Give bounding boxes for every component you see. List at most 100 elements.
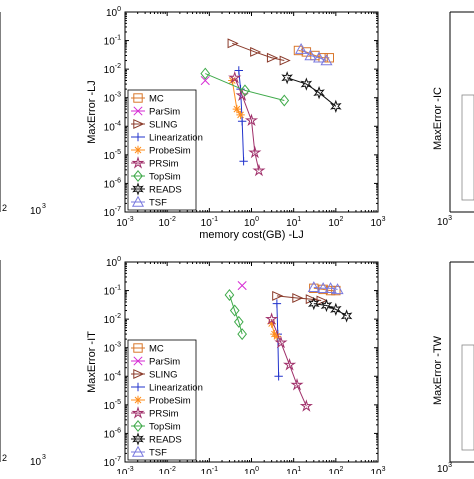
- data-point: [279, 94, 290, 107]
- legend-entry-tsf: TSF: [131, 445, 167, 459]
- data-point: [200, 67, 211, 80]
- data-point: [317, 282, 330, 294]
- legend-entry-probesim: ProbeSim: [131, 396, 191, 407]
- data-point: [233, 315, 244, 328]
- data-point: [229, 304, 240, 317]
- legend-marker: [132, 182, 144, 196]
- data-point: [234, 66, 244, 75]
- series-tsf: [307, 281, 344, 295]
- y-tick-label: 10-6: [104, 177, 121, 190]
- legend-marker: [133, 369, 145, 379]
- y-tick-label: 100: [106, 256, 121, 269]
- left-panel-fragment-bottom: 2: [0, 260, 7, 463]
- x-tick-label: 10-3: [116, 466, 133, 474]
- series-sling: [227, 38, 291, 66]
- x-tick-label: 101: [286, 466, 301, 474]
- legend-marker: [133, 132, 143, 142]
- legend-marker: [133, 106, 143, 116]
- data-point: [320, 54, 333, 66]
- data-point: [236, 110, 245, 120]
- series-line: [228, 294, 243, 335]
- right-fragment-ylabel-top: MaxError -IC: [432, 87, 444, 150]
- x-tick-label: 102: [328, 466, 343, 474]
- legend-marker: [133, 119, 145, 129]
- data-point: [331, 283, 344, 295]
- data-point: [290, 377, 304, 391]
- legend-label: PRSim: [149, 409, 179, 420]
- y-axis-label: MaxError -LJ: [86, 80, 98, 144]
- y-tick-label: 10-6: [104, 427, 121, 440]
- legend-label: PRSim: [149, 159, 179, 170]
- legend-label: MC: [149, 94, 164, 105]
- series-line: [238, 70, 245, 162]
- x-tick-label: 100: [244, 466, 259, 474]
- data-point: [272, 290, 284, 301]
- legend-label: SLING: [149, 120, 178, 131]
- series-line: [234, 77, 260, 171]
- right-panel-fragment-top: MaxError -IC: [432, 11, 474, 213]
- x-tick-label: 10-1: [201, 216, 218, 229]
- data-point: [307, 281, 320, 293]
- series-line: [205, 73, 285, 101]
- data-point: [232, 104, 242, 114]
- data-point: [304, 49, 317, 61]
- legend: MC ParSim SLING Linearization ProbeSim PRSim T…: [127, 339, 203, 461]
- legend-entry-linearization: Linearization: [131, 133, 203, 144]
- data-point: [281, 71, 293, 85]
- right-fragment-ylabel-bottom: MaxError -TW: [432, 335, 444, 405]
- left-fragment-x-tick-top: 10 3: [30, 203, 46, 217]
- data-point: [300, 77, 313, 91]
- series-topsim: [200, 67, 290, 107]
- legend-label: TSF: [149, 448, 167, 459]
- data-point: [228, 70, 242, 84]
- legend-entry-topsim: TopSim: [131, 170, 181, 183]
- data-point: [227, 38, 239, 49]
- legend-label: Linearization: [149, 133, 203, 144]
- legend-marker: [131, 406, 145, 419]
- series-linearization: [234, 66, 248, 166]
- data-point: [274, 372, 283, 381]
- legend-entry-linearization: Linearization: [131, 383, 203, 394]
- data-point: [324, 282, 337, 294]
- legend-entry-tsf: TSF: [131, 195, 167, 209]
- svg-text:10: 10: [30, 206, 42, 217]
- series-parsim: [237, 280, 247, 291]
- left-fragment-tick-bottom: 2: [2, 453, 7, 463]
- legend: MC ParSim SLING Linearization ProbeSim PRSim T…: [127, 89, 203, 211]
- x-tick-label: 102: [328, 216, 343, 229]
- right-fragment-x-tick-top: 103: [437, 215, 452, 228]
- data-point: [250, 46, 262, 57]
- data-point: [330, 302, 342, 317]
- legend-label: TSF: [149, 198, 167, 209]
- data-point: [248, 145, 262, 159]
- series-probesim: [267, 319, 282, 341]
- x-axis-label: memory cost(GB) -LJ: [199, 229, 304, 241]
- series-prsim: [228, 70, 266, 177]
- series-reads: [281, 71, 342, 113]
- data-point: [239, 156, 248, 166]
- series-parsim: [200, 75, 210, 86]
- data-point: [244, 113, 259, 127]
- legend-entry-probesim: ProbeSim: [131, 146, 191, 157]
- legend-entry-prsim: PRSim: [131, 156, 179, 170]
- x-tick-label: 101: [286, 216, 301, 229]
- data-point: [252, 163, 266, 177]
- y-axis-label: MaxError -IT: [86, 331, 98, 393]
- x-tick-label: 10-1: [201, 466, 218, 474]
- data-point: [330, 99, 342, 113]
- data-point: [266, 52, 279, 63]
- chart-lj: 10-3 10-2 10-1 100 101 102 103 100 10-1 10-2 10-3 1…: [86, 6, 386, 241]
- legend-marker: [133, 395, 143, 405]
- y-tick-label: 10-3: [104, 92, 121, 105]
- series-sling: [272, 290, 328, 306]
- legend-entry-parsim: ParSim: [131, 356, 180, 368]
- right-panel-fragment-bottom: MaxError -TW: [432, 261, 474, 463]
- series-prsim: [265, 312, 313, 412]
- legend-marker: [133, 170, 143, 182]
- legend-entry-topsim: TopSim: [131, 420, 181, 433]
- y-tick-label: 10-3: [104, 342, 121, 355]
- legend-marker: [131, 195, 145, 207]
- y-tick-label: 100: [106, 6, 121, 19]
- data-point: [308, 296, 320, 311]
